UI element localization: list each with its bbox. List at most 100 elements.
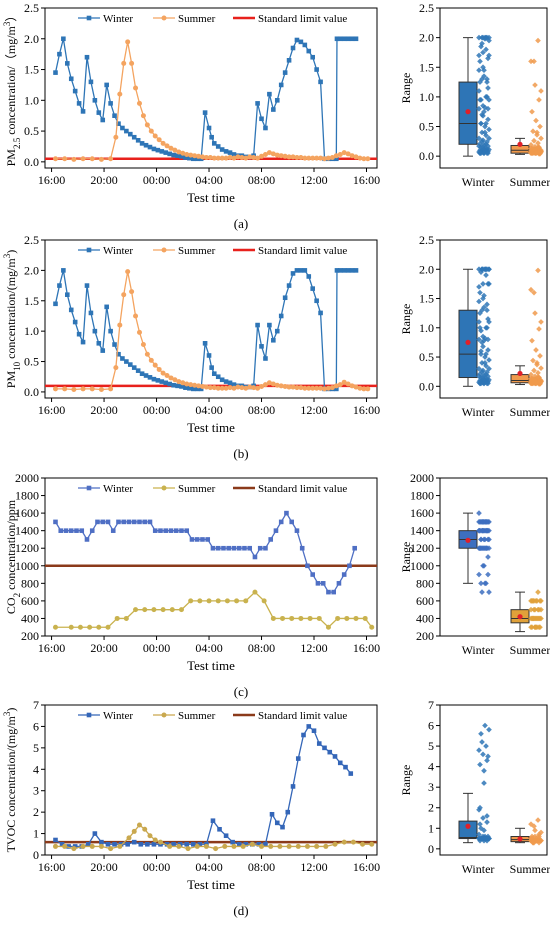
data-point-summer	[332, 841, 338, 847]
box-scatter-point	[486, 365, 492, 372]
data-point-winter	[316, 741, 322, 746]
data-point-winter	[68, 528, 74, 533]
data-point-summer	[235, 154, 241, 160]
box-panel: 0 1 2 3 4 5 6 7 Range Winter Summer	[399, 698, 550, 876]
data-point-winter	[200, 537, 205, 542]
data-point-summer	[235, 384, 241, 390]
data-point-winter	[306, 724, 312, 729]
data-point-winter	[236, 841, 242, 847]
data-point-summer	[62, 386, 68, 392]
box-scatter-point	[484, 819, 490, 825]
data-point-winter	[151, 376, 157, 382]
box-scatter-point	[477, 324, 483, 331]
data-point-summer	[302, 155, 308, 161]
box-scatter-point	[537, 380, 543, 387]
x-tick-label: 04:00	[195, 641, 222, 655]
data-point-winter	[190, 841, 196, 847]
box-scatter-point	[532, 606, 538, 613]
data-point-summer	[188, 598, 194, 604]
box-scatter-point	[476, 319, 482, 325]
box-mean-marker	[517, 836, 523, 842]
legend-label-summer: Summer	[178, 245, 216, 257]
data-point-winter	[143, 142, 149, 148]
data-point-winter	[194, 537, 200, 542]
data-point-winter	[215, 374, 221, 380]
data-point-summer	[223, 385, 229, 391]
data-point-summer	[231, 155, 237, 161]
box-scatter-point	[486, 726, 492, 733]
data-point-winter	[286, 283, 292, 288]
box-scatter-point	[480, 295, 486, 302]
data-point-winter	[88, 79, 94, 85]
data-point-summer	[80, 386, 86, 392]
data-point-winter	[334, 268, 340, 273]
data-point-summer	[286, 154, 292, 160]
box-scatter-point	[476, 365, 482, 372]
data-point-summer	[240, 843, 246, 849]
data-point-summer	[224, 598, 230, 604]
data-point-winter	[194, 386, 200, 392]
data-point-summer	[142, 607, 148, 613]
data-point-winter	[53, 519, 58, 525]
panel-a: 0.0 0.5 1.0 1.5 2.0 2.5 16:00 20:00 00:00 04:00 08…	[2, 1, 550, 231]
box-scatter-point	[480, 102, 486, 109]
data-point-summer	[160, 140, 166, 146]
box-scatter-point	[533, 117, 539, 124]
box-scatter-point	[476, 747, 482, 754]
data-point-summer	[68, 624, 74, 630]
data-point-winter	[352, 545, 357, 551]
x-tick-label: 08:00	[248, 641, 275, 655]
data-point-summer	[278, 383, 284, 389]
data-point-summer	[243, 155, 249, 161]
box-scatter-point	[536, 326, 542, 332]
x-tick-label: 20:00	[90, 173, 117, 187]
box-scatter-point	[480, 266, 486, 273]
box-scatter-point	[532, 624, 538, 631]
data-point-summer	[108, 386, 114, 392]
box-mean-marker	[465, 109, 471, 115]
box-scatter-point	[532, 82, 538, 88]
data-point-summer	[219, 155, 225, 161]
box-iqr-winter	[458, 820, 478, 840]
data-point-summer	[302, 385, 308, 391]
x-tick-label: 20:00	[90, 641, 117, 655]
box-scatter-point	[538, 615, 544, 622]
data-point-summer	[148, 128, 154, 134]
data-point-winter	[211, 141, 217, 146]
legend-label-winter: Winter	[103, 13, 133, 25]
data-point-winter	[127, 362, 133, 367]
data-point-summer	[306, 155, 312, 161]
data-point-summer	[294, 385, 300, 391]
data-point-winter	[104, 304, 109, 310]
data-point-summer	[194, 843, 200, 849]
data-point-winter	[353, 268, 359, 273]
data-point-winter	[163, 528, 169, 533]
data-point-winter	[341, 36, 347, 42]
data-point-winter	[198, 386, 204, 392]
box-scatter-point	[535, 140, 541, 146]
x-tick-label: 04:00	[195, 860, 222, 874]
data-point-winter	[211, 371, 217, 376]
data-point-winter	[334, 36, 340, 42]
box-scatter-point	[535, 374, 541, 380]
box-y-tick-label: 2	[428, 801, 434, 815]
data-point-summer	[357, 155, 363, 161]
data-point-summer	[306, 385, 312, 391]
data-point-summer	[133, 313, 139, 319]
data-point-summer	[337, 382, 343, 388]
legend-marker-winter	[86, 712, 92, 718]
data-point-summer	[365, 156, 371, 162]
data-point-winter	[341, 268, 347, 273]
data-point-summer	[178, 607, 184, 613]
data-point-summer	[243, 598, 249, 604]
data-point-winter	[278, 519, 284, 525]
box-scatter-point	[538, 598, 544, 604]
data-point-winter	[127, 131, 133, 137]
data-point-winter	[171, 152, 176, 158]
box-scatter-point	[484, 545, 490, 552]
data-point-winter	[227, 380, 233, 386]
data-point-summer	[80, 843, 86, 849]
y-tick-label: 2000	[15, 471, 39, 485]
